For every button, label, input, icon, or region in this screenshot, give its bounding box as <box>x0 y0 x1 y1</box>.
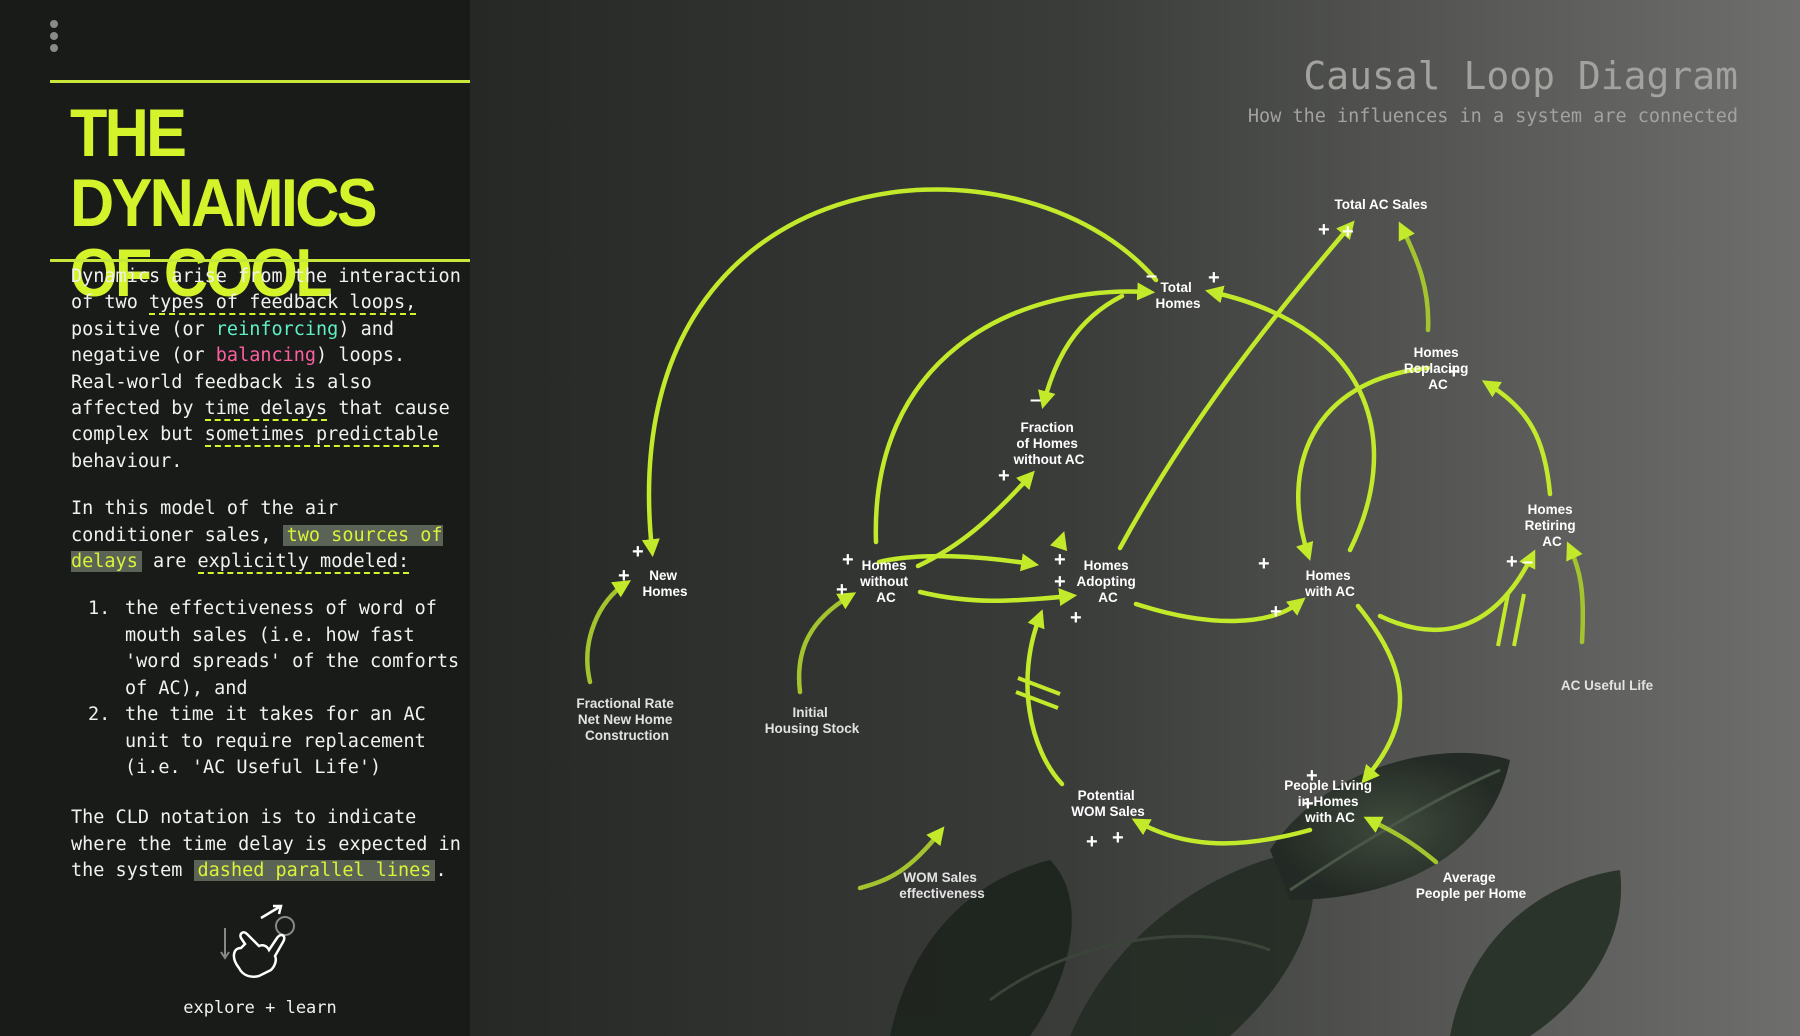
diagram-stage: – + – + + + + + + + + + + + + + + – + + … <box>470 0 1800 1036</box>
node-average-people-per-home[interactable]: Average People per Home <box>1416 870 1527 901</box>
plus-sign: + <box>1086 831 1098 853</box>
intro-paragraph: Dynamics arise from the interaction of t… <box>71 266 461 472</box>
plus-sign: + <box>1054 571 1066 593</box>
node-initial-housing-stock[interactable]: Initial Housing Stock <box>765 705 860 736</box>
delay-list: 1. the effectiveness of word of mouth sal… <box>88 596 471 781</box>
explore-label: explore + learn <box>183 998 337 1018</box>
polarity-signs: – + – + + + + + + + + + + + + + + – + + … <box>618 219 1533 853</box>
node-homes-with-ac[interactable]: Homes with AC <box>1304 568 1355 599</box>
plus-sign: + <box>1270 601 1282 623</box>
plus-sign: + <box>1112 827 1124 849</box>
link-adopting-total-sales <box>1117 220 1355 551</box>
node-people-living-with-ac[interactable]: People Living in Homes with AC <box>1284 778 1376 825</box>
link-homes-without-fraction <box>915 470 1035 569</box>
feedback-loops-term[interactable]: types of feedback loops, <box>148 292 417 316</box>
list-item: 2. the time it takes for an AC unit to re… <box>88 704 426 778</box>
diagram-heading: Causal Loop Diagram How the influences i… <box>1248 54 1738 127</box>
link-adopting-arrow-tip <box>1050 531 1068 552</box>
sidebar: THE DYNAMICS OF COOL Dynamics arise from… <box>0 0 470 1036</box>
link-useful-life-retiring <box>1566 541 1586 645</box>
link-homes-with-retiring <box>1377 549 1536 633</box>
delay-mark-wom <box>1017 676 1061 696</box>
plus-sign: + <box>1318 219 1330 241</box>
plus-sign: + <box>1054 549 1066 571</box>
link-homes-with-people-living <box>1355 603 1403 784</box>
plus-sign: + <box>1448 361 1460 383</box>
reinforcing-term[interactable]: reinforcing <box>215 318 339 340</box>
node-fraction-without-ac[interactable]: Fraction of Homes without AC <box>1013 420 1085 467</box>
delay-markers <box>1015 593 1526 710</box>
page-title: THE DYNAMICS OF COOL <box>70 95 378 311</box>
link-replacing-total-sales <box>1398 221 1431 333</box>
node-wom-sales-effectiveness[interactable]: WOM Sales effectiveness <box>899 870 985 901</box>
node-ac-useful-life[interactable]: AC Useful Life <box>1561 678 1654 693</box>
link-homes-without-total-homes <box>873 282 1156 545</box>
intro-copy: Dynamics arise from the interaction of t… <box>71 264 471 906</box>
link-replacing-homes-with <box>1296 365 1431 561</box>
explicitly-modeled-term[interactable]: explicitly modeled: <box>197 551 410 575</box>
predictable-term[interactable]: sometimes predictable <box>204 424 439 448</box>
plus-sign: + <box>1506 551 1518 573</box>
list-item: 1. the effectiveness of word of mouth sal… <box>88 598 460 699</box>
node-homes-without-ac[interactable]: Homes without AC <box>859 558 912 605</box>
explore-button[interactable]: explore + learn <box>140 898 380 1018</box>
menu-kebab-icon[interactable] <box>48 20 60 56</box>
title-bottom-rule <box>50 259 470 262</box>
plus-sign: + <box>1306 765 1318 787</box>
plus-sign: + <box>842 549 854 571</box>
delay-mark-wom <box>1015 690 1059 710</box>
link-potential-wom-adopting <box>1025 609 1065 787</box>
node-homes-retiring-ac[interactable]: Homes Retiring AC <box>1525 502 1580 549</box>
diagram-title: Causal Loop Diagram <box>1303 54 1738 98</box>
link-wom-effectiveness-potential-wom <box>857 826 945 891</box>
node-potential-wom-sales[interactable]: Potential WOM Sales <box>1071 788 1145 819</box>
link-fractional-rate-new-homes <box>585 580 632 685</box>
diagram-subtitle: How the influences in a system are conne… <box>1247 106 1738 127</box>
link-total-homes-new-homes <box>641 187 1159 558</box>
model-paragraph: In this model of the air conditioner sal… <box>71 498 443 575</box>
link-total-homes-fraction <box>1038 293 1125 409</box>
node-homes-adopting-ac[interactable]: Homes Adopting AC <box>1077 558 1140 605</box>
plus-sign: + <box>836 579 848 601</box>
node-new-homes[interactable]: New Homes <box>642 568 687 599</box>
minus-sign: – <box>1522 551 1533 573</box>
plus-sign: + <box>1258 553 1270 575</box>
minus-sign: – <box>1146 265 1157 287</box>
title-top-rule <box>50 80 470 83</box>
plus-sign: + <box>618 565 630 587</box>
node-fractional-rate[interactable]: Fractional Rate Net New Home Constructio… <box>576 696 677 743</box>
causal-links <box>585 187 1586 891</box>
node-homes-replacing-ac[interactable]: Homes Replacing AC <box>1404 345 1472 392</box>
link-homes-with-total-homes <box>1204 285 1377 553</box>
link-initial-stock-homes-without <box>796 592 857 695</box>
delay-mark-retiring <box>1496 593 1510 647</box>
swipe-hand-icon <box>220 904 295 978</box>
link-new-homes-homes-without <box>876 553 1040 572</box>
causal-loop-diagram: – + – + + + + + + + + + + + + + + – + + … <box>576 187 1654 1036</box>
link-people-living-potential-wom <box>1131 818 1313 846</box>
balancing-term[interactable]: balancing <box>215 345 317 367</box>
time-delays-term[interactable]: time delays <box>204 398 328 422</box>
plus-sign: + <box>998 465 1010 487</box>
plus-sign: + <box>632 541 644 563</box>
node-total-homes[interactable]: Total Homes <box>1155 280 1200 311</box>
link-homes-without-adopting <box>917 588 1078 607</box>
dashed-lines-highlight[interactable]: dashed parallel lines <box>193 860 436 882</box>
plus-sign: + <box>1070 607 1082 629</box>
delay-mark-retiring <box>1512 593 1526 647</box>
notation-paragraph: The CLD notation is to indicate where th… <box>71 807 461 882</box>
diagram-nodes: Total Homes Total AC Sales Homes Replaci… <box>576 197 1653 901</box>
leaf-decoration <box>890 752 1622 1036</box>
plus-sign: + <box>1342 221 1354 243</box>
minus-sign: – <box>1030 389 1041 411</box>
plus-sign: + <box>1208 267 1220 289</box>
link-retiring-replacing <box>1481 380 1553 497</box>
node-total-ac-sales[interactable]: Total AC Sales <box>1334 197 1427 212</box>
link-avg-people-people-living <box>1363 816 1439 865</box>
plus-sign: + <box>1302 793 1314 815</box>
link-adopting-homes-with <box>1133 597 1306 624</box>
